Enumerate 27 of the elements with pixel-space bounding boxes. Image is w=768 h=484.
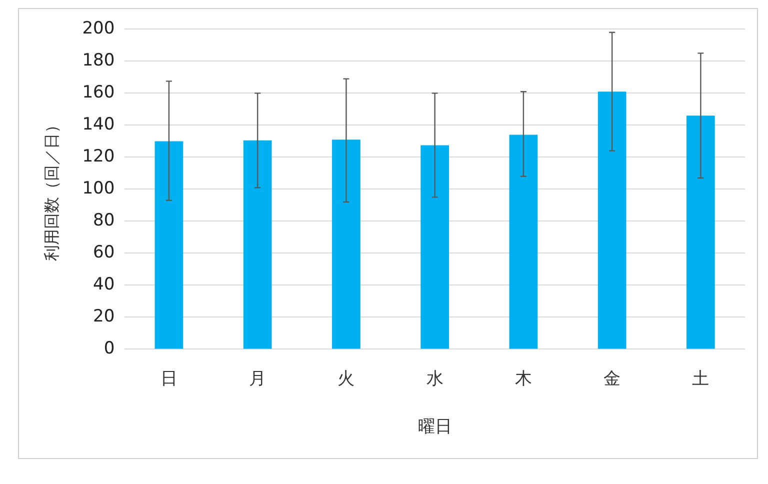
x-tick-label: 土 — [692, 368, 710, 389]
y-tick-label: 80 — [93, 210, 115, 231]
y-tick-label: 120 — [82, 146, 115, 167]
bar — [509, 134, 538, 349]
bar — [243, 140, 272, 349]
x-tick-label: 月 — [249, 368, 266, 389]
y-tick-label: 40 — [93, 274, 115, 295]
y-tick-label: 140 — [82, 114, 115, 135]
y-tick-label: 160 — [82, 82, 115, 103]
y-tick-label: 60 — [93, 242, 115, 263]
x-tick-label: 火 — [338, 368, 355, 389]
x-tick-label: 日 — [160, 368, 178, 389]
bar — [420, 145, 450, 349]
bar — [332, 140, 360, 349]
x-axis-title: 曜日 — [418, 417, 452, 438]
bar — [686, 116, 715, 349]
y-tick-label: 200 — [82, 18, 115, 39]
y-axis-title: 利用回数（回／日） — [42, 117, 61, 262]
bar — [598, 92, 626, 349]
y-tick-label: 100 — [82, 178, 115, 199]
y-tick-label: 0 — [104, 338, 115, 359]
x-tick-label: 金 — [604, 368, 621, 389]
x-tick-label: 木 — [514, 368, 532, 389]
x-tick-label: 水 — [426, 368, 444, 389]
y-tick-label: 180 — [82, 50, 115, 71]
bar — [154, 141, 184, 349]
y-tick-label: 20 — [93, 306, 115, 327]
